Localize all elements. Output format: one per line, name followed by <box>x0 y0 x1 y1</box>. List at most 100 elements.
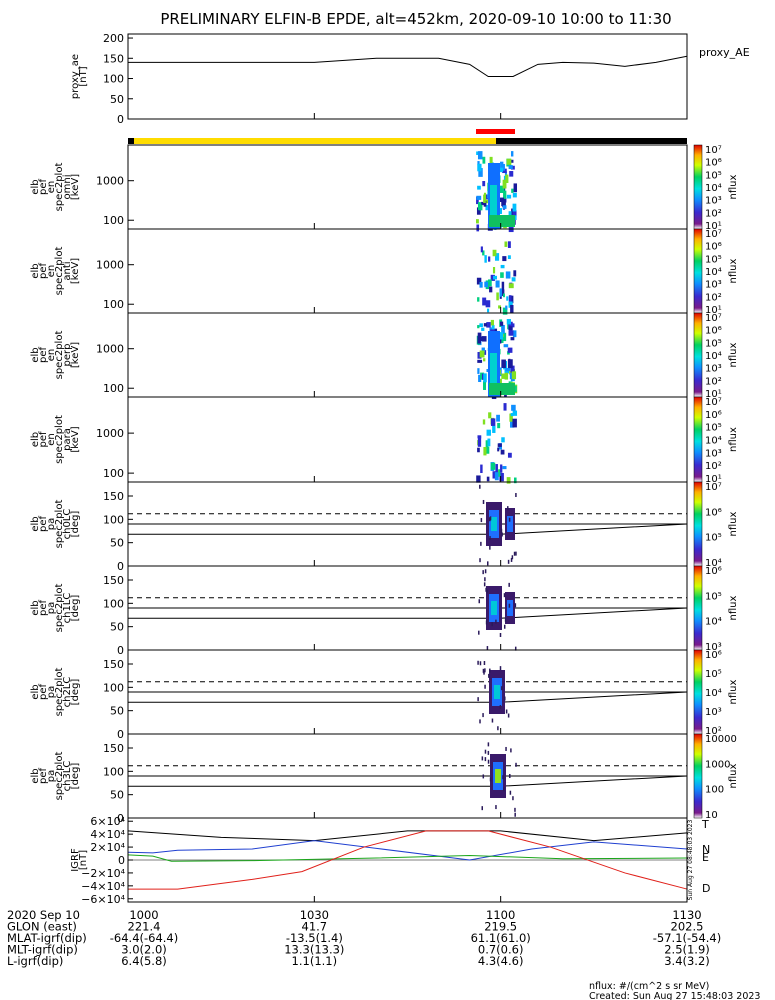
ylabel-line: pef <box>38 263 49 280</box>
colorbar-label: 10⁵ <box>705 591 722 602</box>
spectrogram-cell <box>502 256 507 262</box>
spectrogram-cell <box>499 289 505 296</box>
spectrogram-cell <box>499 472 504 482</box>
spectrogram-cell <box>481 347 485 353</box>
colorbar-label: 10⁶ <box>705 507 722 518</box>
pa-cell <box>514 807 516 812</box>
status-bar-yellow <box>128 138 496 144</box>
colorbar-label: 10 <box>705 810 718 821</box>
spectrogram-cell <box>513 183 518 193</box>
ylabel-line: spec2plot <box>54 247 65 296</box>
spectrogram-cell <box>476 196 479 205</box>
ylabel-line: [deg] <box>70 763 81 790</box>
ephemeris-value: 3.0(2.0) <box>121 943 167 957</box>
colorbar <box>693 649 703 735</box>
legend-label: N <box>702 843 710 856</box>
spectrogram-cell <box>510 365 515 373</box>
spectrogram-cell <box>500 264 505 269</box>
spectrogram-cell <box>483 194 486 203</box>
legend-label: proxy_AE <box>699 46 750 59</box>
pa-cell <box>485 620 488 625</box>
pa-cell <box>480 541 482 546</box>
colorbar-label: 10⁶ <box>705 158 722 169</box>
pa-cell <box>488 517 491 522</box>
ylabel-line: [deg] <box>70 511 81 538</box>
spectrogram-cell <box>483 358 486 362</box>
ylabel-line: pa <box>46 770 57 782</box>
ytick-label: 100 <box>103 298 124 311</box>
ytick-label: 150 <box>103 658 124 671</box>
status-bar-black <box>496 138 687 144</box>
spectrogram-cell <box>506 296 509 301</box>
spectrogram-cell <box>484 281 488 288</box>
spectrogram-cell <box>499 197 504 203</box>
ylabel-line: spec2plot <box>54 415 65 464</box>
pa-cell <box>503 593 506 598</box>
spectrogram-cell <box>477 161 480 165</box>
pa-cell <box>482 499 485 504</box>
spectrogram-cell <box>512 192 517 198</box>
ephemeris-value: -64.4(-64.4) <box>110 931 178 945</box>
spectrogram-cell <box>497 447 500 452</box>
ylabel-line: elb <box>30 347 41 362</box>
ytick-label: 100 <box>103 513 124 526</box>
pa-cell <box>510 748 512 753</box>
spectrogram-cell <box>489 383 515 395</box>
colorbar-unit: nflux <box>728 763 739 788</box>
pa-cell <box>483 582 486 587</box>
ylabel-line: IGRF <box>70 848 81 872</box>
ytick-label: 50 <box>110 93 124 106</box>
pa-cell <box>494 685 500 699</box>
ylabel-line: [keV] <box>70 342 81 368</box>
spectrogram-cell <box>477 447 480 453</box>
colorbar-label: 10⁴ <box>705 351 722 362</box>
pa-cell <box>487 759 490 764</box>
colorbar-label: 10⁵ <box>705 338 722 349</box>
pa-cell <box>507 600 513 616</box>
pa-cell <box>483 670 485 675</box>
colorbar-label: 10⁶ <box>705 242 722 253</box>
ylabel-line: ch0LC <box>62 509 73 540</box>
pa-cell <box>482 713 484 718</box>
ephemeris-value: 41.7 <box>302 920 328 934</box>
spectrogram-cell <box>502 163 505 171</box>
spectrogram-cell <box>490 418 496 426</box>
ylabel-line: para <box>62 428 73 451</box>
spectrogram-cell <box>503 344 509 348</box>
spectrogram-cell <box>480 464 483 474</box>
spectrogram-cell <box>505 271 511 279</box>
pa-cell <box>499 666 502 671</box>
spectrogram-cell <box>488 412 492 419</box>
pa-cell <box>500 528 503 533</box>
colorbar-label: 10⁵ <box>705 533 722 544</box>
ytick-label: 50 <box>110 537 124 550</box>
colorbar <box>693 733 703 819</box>
spectrogram-cell <box>508 330 514 336</box>
pa-cell <box>479 558 481 563</box>
pa-cell <box>484 577 486 582</box>
spectrogram-cell <box>478 204 483 211</box>
pa-cell <box>480 518 483 523</box>
colorbar-unit: nflux <box>728 258 739 283</box>
pa-cell <box>482 570 484 575</box>
pa-cell <box>481 806 483 811</box>
spectrogram-cell <box>486 476 490 482</box>
pa-cell <box>484 569 487 574</box>
pa-cell <box>484 749 487 754</box>
series-line-t <box>127 830 688 842</box>
pa-cell <box>509 790 512 795</box>
spectrogram-cell <box>486 429 491 436</box>
colorbar-label: 10⁴ <box>705 617 722 628</box>
ylabel-line: elb <box>30 263 41 278</box>
spectrogram-cell <box>511 277 516 282</box>
pa-cell <box>505 709 508 714</box>
spectrogram-cell <box>507 347 513 353</box>
colorbar <box>693 228 703 314</box>
pa-cell <box>487 742 490 747</box>
ylabel-line: elb <box>30 179 41 194</box>
ytick-label: 100 <box>103 214 124 227</box>
pa-cell <box>491 622 493 627</box>
colorbar-label: 10² <box>705 461 722 472</box>
spectrogram-cell <box>482 297 487 306</box>
pa-cell <box>484 684 486 689</box>
